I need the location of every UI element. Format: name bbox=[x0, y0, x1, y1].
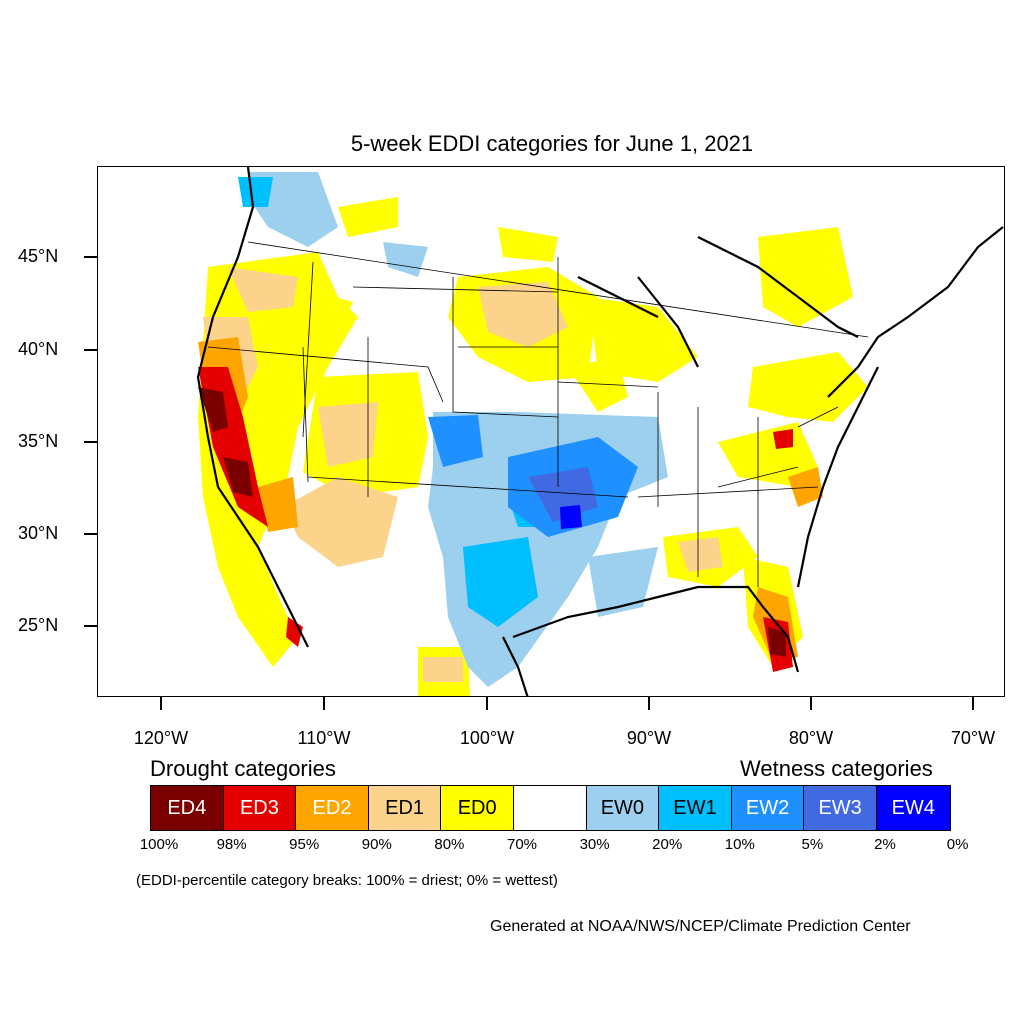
lon-tick bbox=[648, 697, 650, 710]
legend-swatch-neutral bbox=[513, 786, 587, 830]
percentile-label: 20% bbox=[652, 836, 683, 853]
percentile-label: 100% bbox=[139, 836, 179, 853]
percentile-label: 10% bbox=[724, 836, 755, 853]
percentile-label: 5% bbox=[801, 836, 824, 853]
lat-label: 45°N bbox=[18, 246, 59, 266]
lat-label: 25°N bbox=[18, 615, 59, 635]
ed4-regions bbox=[198, 387, 786, 657]
lon-label: 110°W bbox=[297, 728, 351, 748]
percentile-label: 30% bbox=[579, 836, 610, 853]
percentile-label: 2% bbox=[874, 836, 896, 853]
lon-tick bbox=[160, 697, 162, 710]
lat-label: 35°N bbox=[18, 431, 59, 451]
eddi-map bbox=[196, 167, 1004, 696]
legend-colorbar: ED4 ED3 ED2 ED1 ED0 EW0 EW1 EW2 EW3 EW4 bbox=[150, 785, 951, 831]
lon-label: 100°W bbox=[459, 728, 515, 748]
wetness-heading: Wetness categories bbox=[740, 756, 933, 781]
legend-swatch-ew4: EW4 bbox=[876, 786, 950, 830]
lon-tick bbox=[972, 697, 974, 710]
lat-tick bbox=[84, 349, 97, 351]
map-panel bbox=[97, 166, 1005, 697]
legend-swatch-ed1: ED1 bbox=[368, 786, 442, 830]
legend-swatch-ew1: EW1 bbox=[659, 786, 732, 830]
lat-label: 30°N bbox=[18, 523, 59, 543]
lon-tick bbox=[486, 697, 488, 710]
map-title: 5-week EDDI categories for June 1, 2021 bbox=[350, 131, 754, 156]
lon-label: 70°W bbox=[950, 728, 996, 748]
coastline bbox=[196, 167, 1004, 696]
legend-swatch-ew2: EW2 bbox=[731, 786, 805, 830]
percentile-label: 0% bbox=[946, 836, 969, 853]
state-borders bbox=[207, 241, 869, 587]
percentile-label: 70% bbox=[506, 836, 538, 853]
percentile-label: 80% bbox=[434, 836, 465, 853]
legend-swatch-ew0: EW0 bbox=[586, 786, 660, 830]
lat-tick bbox=[84, 625, 97, 627]
lon-tick bbox=[323, 697, 325, 710]
legend-swatch-ed2: ED2 bbox=[296, 786, 369, 830]
percentile-label: 98% bbox=[216, 836, 247, 853]
percentile-label: 90% bbox=[361, 836, 392, 853]
legend-swatch-ed4: ED4 bbox=[151, 786, 224, 830]
lat-label: 40°N bbox=[18, 339, 59, 359]
legend-swatch-ew3: EW3 bbox=[804, 786, 877, 830]
lon-tick bbox=[810, 697, 812, 710]
drought-heading: Drought categories bbox=[150, 756, 336, 781]
lat-tick bbox=[84, 256, 97, 258]
ew4-regions bbox=[560, 505, 582, 529]
legend-swatch-ed0: ED0 bbox=[441, 786, 514, 830]
lon-label: 120°W bbox=[133, 728, 189, 748]
category-note: (EDDI-percentile category breaks: 100% =… bbox=[136, 872, 558, 889]
percentile-label: 95% bbox=[289, 836, 320, 853]
ew3-regions bbox=[528, 467, 598, 522]
lon-label: 90°W bbox=[626, 728, 672, 748]
legend-swatch-ed3: ED3 bbox=[223, 786, 297, 830]
lat-tick bbox=[84, 441, 97, 443]
lat-tick bbox=[84, 533, 97, 535]
lon-label: 80°W bbox=[788, 728, 834, 748]
credit-line: Generated at NOAA/NWS/NCEP/Climate Predi… bbox=[490, 918, 911, 935]
